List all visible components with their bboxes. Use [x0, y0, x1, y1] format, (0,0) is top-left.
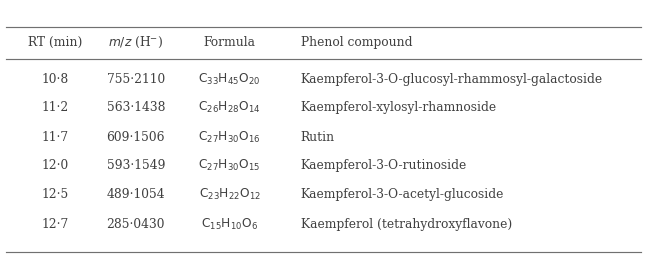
- Text: Rutin: Rutin: [301, 131, 335, 144]
- Text: 12·5: 12·5: [41, 188, 69, 201]
- Text: 11·7: 11·7: [41, 131, 69, 144]
- Text: RT (min): RT (min): [28, 36, 82, 49]
- Text: $\mathrm{C_{26}H_{28}O_{14}}$: $\mathrm{C_{26}H_{28}O_{14}}$: [199, 100, 261, 115]
- Text: Kaempferol-3-O-rutinoside: Kaempferol-3-O-rutinoside: [301, 159, 467, 172]
- Text: 12·7: 12·7: [41, 218, 69, 231]
- Text: Kaempferol-xylosyl-rhamnoside: Kaempferol-xylosyl-rhamnoside: [301, 101, 497, 114]
- Text: $\mathrm{C_{27}H_{30}O_{16}}$: $\mathrm{C_{27}H_{30}O_{16}}$: [199, 129, 261, 145]
- Text: Phenol compound: Phenol compound: [301, 36, 412, 49]
- Text: 563·1438: 563·1438: [107, 101, 165, 114]
- Text: 12·0: 12·0: [41, 159, 69, 172]
- Text: $\mathrm{C_{33}H_{45}O_{20}}$: $\mathrm{C_{33}H_{45}O_{20}}$: [199, 72, 261, 87]
- Text: 285·0430: 285·0430: [107, 218, 165, 231]
- Text: Kaempferol-3-O-glucosyl-rhammosyl-galactoside: Kaempferol-3-O-glucosyl-rhammosyl-galact…: [301, 73, 603, 86]
- Text: $\mathrm{C_{27}H_{30}O_{15}}$: $\mathrm{C_{27}H_{30}O_{15}}$: [199, 158, 261, 173]
- Text: 11·2: 11·2: [41, 101, 69, 114]
- Text: 489·1054: 489·1054: [107, 188, 165, 201]
- Text: 593·1549: 593·1549: [107, 159, 165, 172]
- Text: $\mathrm{C_{23}H_{22}O_{12}}$: $\mathrm{C_{23}H_{22}O_{12}}$: [199, 187, 261, 202]
- Text: 10·8: 10·8: [41, 73, 69, 86]
- Text: $\mathrm{C_{15}H_{10}O_{6}}$: $\mathrm{C_{15}H_{10}O_{6}}$: [201, 217, 258, 232]
- Text: 755·2110: 755·2110: [107, 73, 165, 86]
- Text: $m/z$ (H$^{-}$): $m/z$ (H$^{-}$): [108, 35, 164, 50]
- Text: Kaempferol-3-O-acetyl-glucoside: Kaempferol-3-O-acetyl-glucoside: [301, 188, 504, 201]
- Text: Kaempferol (tetrahydroxyflavone): Kaempferol (tetrahydroxyflavone): [301, 218, 512, 231]
- Text: 609·1506: 609·1506: [107, 131, 165, 144]
- Text: Formula: Formula: [204, 36, 256, 49]
